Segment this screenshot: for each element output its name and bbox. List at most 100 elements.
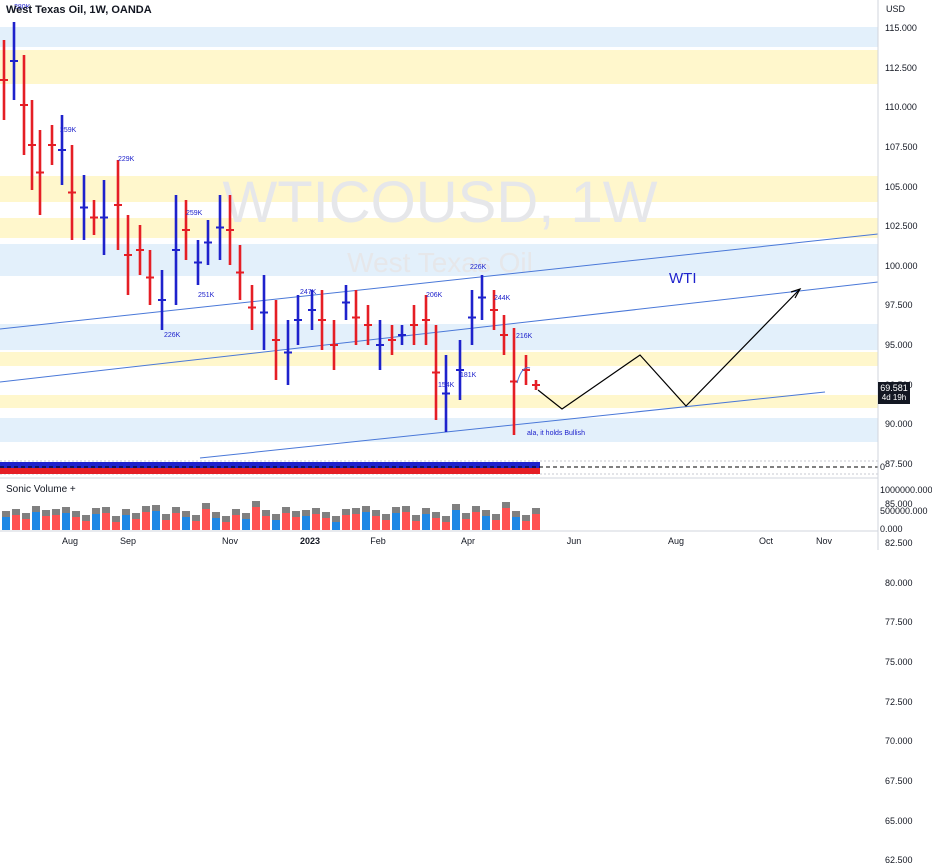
volume-bar	[452, 510, 460, 530]
sonic-volume-title: Sonic Volume +	[6, 484, 76, 495]
volume-bar-total	[52, 509, 60, 515]
volume-bar	[172, 513, 180, 530]
volume-bar	[212, 518, 220, 530]
volume-bar-total	[512, 511, 520, 517]
volume-bar-total	[342, 509, 350, 515]
time-label: Aug	[61, 536, 79, 546]
volume-bar-total	[232, 509, 240, 515]
volume-bar	[302, 516, 310, 530]
volume-bar-total	[42, 510, 50, 516]
projection-path[interactable]	[537, 288, 801, 410]
volume-bar-total	[222, 516, 230, 522]
volume-bar	[32, 512, 40, 530]
volume-bar-total	[482, 510, 490, 516]
volume-bar-total	[2, 511, 10, 517]
volume-scale-label: 500000.000	[880, 506, 928, 516]
zones	[0, 27, 878, 442]
volume-bar-total	[72, 511, 80, 517]
volume-bar	[272, 520, 280, 530]
volume-bar	[2, 517, 10, 530]
curve-arrow	[516, 367, 531, 384]
oscillator-pane	[0, 460, 878, 479]
volume-bar	[262, 516, 270, 530]
volume-bar	[352, 514, 360, 530]
volume-bar	[82, 521, 90, 530]
osc-zero-label: 0	[880, 462, 886, 472]
lower-trendline[interactable]	[199, 391, 826, 459]
volume-bar-total	[472, 506, 480, 512]
volume-bar	[402, 512, 410, 530]
volume-bar	[12, 515, 20, 530]
volume-bar-total	[292, 511, 300, 517]
price-label: 80.000	[885, 577, 913, 588]
volume-bar	[472, 512, 480, 530]
volume-bar	[192, 521, 200, 530]
time-label: Nov	[815, 536, 833, 546]
price-label: 85.000	[885, 498, 913, 509]
currency-label: USD	[886, 4, 906, 14]
volume-bar-total	[372, 510, 380, 516]
volume-bar-total	[252, 501, 260, 507]
time-label: Nov	[221, 536, 239, 546]
volume-bar-total	[192, 515, 200, 521]
volume-bar	[102, 513, 110, 530]
volume-bar-total	[12, 509, 20, 515]
volume-bar-total	[332, 516, 340, 522]
volume-bar	[42, 516, 50, 530]
volume-bar-total	[62, 507, 70, 513]
volume-annotation: 259K	[60, 127, 77, 134]
volume-bar-total	[392, 507, 400, 513]
middle-trendline[interactable]	[0, 281, 879, 383]
volume-bar	[332, 522, 340, 530]
volume-bar-total	[262, 510, 270, 516]
volume-bar	[312, 514, 320, 530]
volume-bar-total	[22, 513, 30, 519]
upper-trendline[interactable]	[0, 233, 879, 330]
volume-bar	[122, 515, 130, 530]
volume-bar	[462, 519, 470, 530]
price-chart[interactable]: WTICOUSD, 1W West Texas Oil 280K 259K 229K…	[0, 0, 932, 550]
volume-bar-total	[452, 504, 460, 510]
volume-bar-total	[322, 512, 330, 518]
volume-bar	[252, 507, 260, 530]
price-label: 72.500	[885, 696, 913, 707]
volume-bar	[442, 522, 450, 530]
volume-bar	[162, 520, 170, 530]
volume-bar	[422, 514, 430, 530]
chart-title: West Texas Oil, 1W, OANDA	[6, 4, 152, 16]
volume-bar-total	[362, 506, 370, 512]
current-price-tag: 69.581 4d 19h	[878, 382, 910, 404]
price-bars	[0, 22, 540, 435]
price-label: 65.000	[885, 815, 913, 826]
volume-annotation: 206K	[426, 292, 443, 299]
volume-bar-total	[402, 506, 410, 512]
volume-bar	[282, 513, 290, 530]
volume-bar-total	[242, 513, 250, 519]
volume-bar-total	[282, 507, 290, 513]
volume-scale-label: 0.000	[880, 524, 903, 534]
support-zone-blue	[0, 418, 878, 442]
time-label: Feb	[370, 536, 386, 546]
price-label: 100.000	[885, 260, 918, 271]
supply-zone-yellow	[0, 50, 878, 84]
price-label: 95.000	[885, 340, 913, 350]
volume-bar-total	[82, 515, 90, 521]
volume-bar-total	[492, 514, 500, 520]
volume-bar-total	[202, 503, 210, 509]
volume-bar-total	[182, 511, 190, 517]
volume-bar-total	[432, 512, 440, 518]
volume-bar	[532, 514, 540, 530]
price-label: 90.000	[885, 419, 913, 430]
volume-bar-total	[172, 507, 180, 513]
watermark-name: West Texas Oil	[347, 247, 533, 278]
volume-bar-total	[32, 506, 40, 512]
volume-bar-total	[502, 502, 510, 508]
volume-bar-total	[132, 513, 140, 519]
price-label: 105.000	[885, 181, 918, 192]
time-label: Apr	[460, 536, 476, 546]
volume-bar	[322, 518, 330, 530]
price-label: 110.000	[885, 102, 917, 113]
price-label: 87.500	[885, 458, 913, 469]
volume-annotations: 280K 259K 229K 259K 251K 226K 247K 206K 226K 244K…	[14, 4, 533, 389]
price-label: 75.000	[885, 657, 913, 667]
